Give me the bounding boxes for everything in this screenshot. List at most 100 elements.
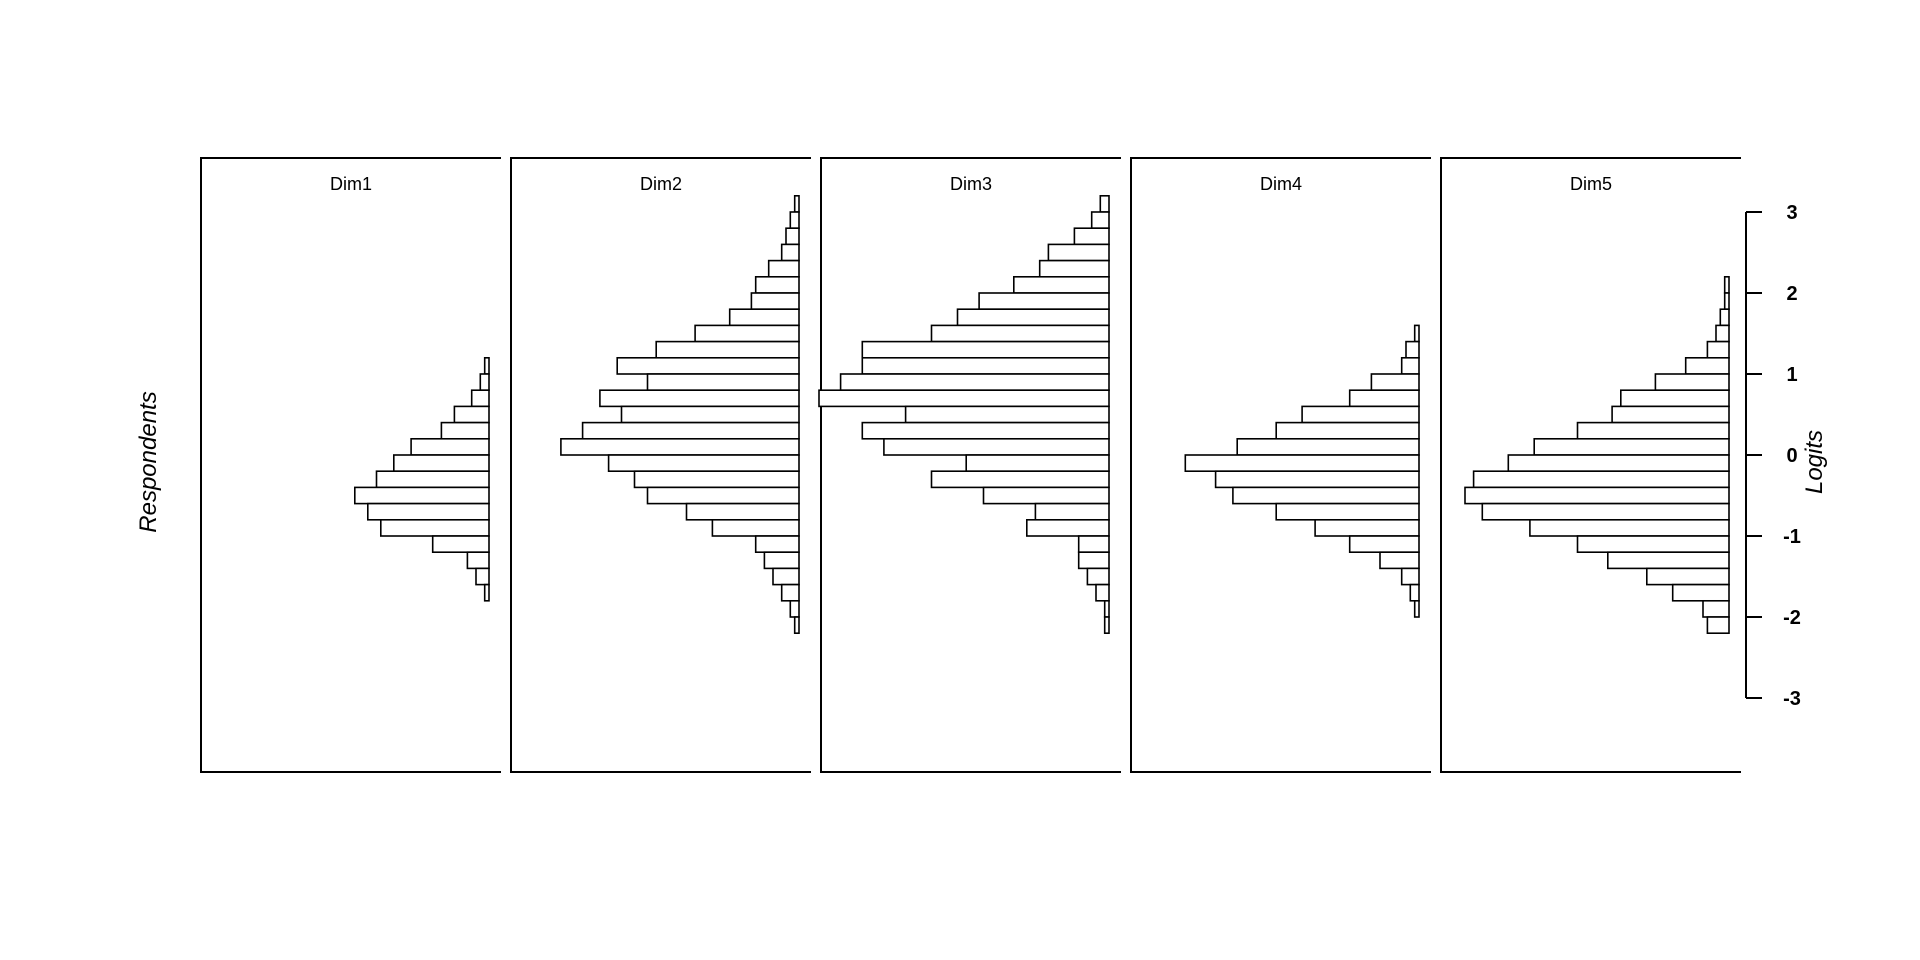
histogram-bar bbox=[754, 275, 800, 294]
histogram-bar bbox=[1034, 502, 1110, 521]
histogram-bar bbox=[1405, 340, 1420, 359]
histogram-bar bbox=[1719, 308, 1730, 327]
tick-label: 1 bbox=[1786, 364, 1797, 386]
histogram-bar bbox=[1576, 421, 1730, 440]
histogram-bar bbox=[646, 373, 800, 392]
histogram-bar bbox=[1232, 486, 1420, 505]
respondents-axis-title: Respondents bbox=[135, 391, 162, 532]
histogram-bar bbox=[793, 616, 800, 635]
histogram-bar bbox=[475, 567, 490, 586]
histogram-bar bbox=[861, 356, 1110, 375]
histogram-bar bbox=[1684, 356, 1730, 375]
histogram-bar bbox=[1702, 599, 1730, 618]
panel-dim2: Dim2 bbox=[510, 157, 811, 773]
histogram-bar bbox=[560, 437, 800, 456]
histogram-bar bbox=[772, 567, 800, 586]
histogram-bar bbox=[1086, 567, 1110, 586]
histogram-bar bbox=[453, 405, 490, 424]
histogram-bar bbox=[1370, 373, 1420, 392]
histogram-bar bbox=[1026, 518, 1110, 537]
panel-title: Dim2 bbox=[640, 174, 682, 194]
logits-axis-title: Logits bbox=[1801, 430, 1828, 494]
histogram-bar bbox=[375, 470, 490, 489]
histogram-bar bbox=[1012, 275, 1110, 294]
histogram-bar bbox=[1715, 324, 1730, 343]
histogram-bar bbox=[1576, 535, 1730, 554]
histogram-bar bbox=[978, 292, 1110, 311]
histogram-bar bbox=[607, 454, 800, 473]
tick-label: 3 bbox=[1786, 202, 1797, 224]
histogram-bar bbox=[763, 551, 800, 570]
histogram-bar bbox=[694, 324, 800, 343]
histogram-bar bbox=[1348, 535, 1420, 554]
histogram-bar bbox=[818, 389, 1110, 408]
histogram-bar bbox=[483, 356, 490, 375]
histogram-bar bbox=[1103, 599, 1110, 618]
histogram-bar bbox=[861, 340, 1110, 359]
histogram-bar bbox=[1472, 470, 1730, 489]
histogram-bar bbox=[466, 551, 490, 570]
histogram-bar bbox=[904, 405, 1110, 424]
panel-dim5: Dim5 bbox=[1440, 157, 1741, 773]
histogram-bar bbox=[1706, 340, 1730, 359]
tick-label: -3 bbox=[1783, 688, 1801, 710]
histogram-bar bbox=[711, 518, 800, 537]
histogram-bar bbox=[1400, 567, 1420, 586]
histogram-bar bbox=[470, 389, 490, 408]
histogram-bar bbox=[1706, 616, 1730, 635]
tick-label: -1 bbox=[1783, 526, 1801, 548]
histogram-bar bbox=[1099, 195, 1110, 213]
histogram-bar bbox=[767, 259, 800, 278]
histogram-bar bbox=[728, 308, 800, 327]
histogram-bar bbox=[839, 373, 1110, 392]
histogram-bar bbox=[1723, 292, 1730, 311]
histogram-bar bbox=[1077, 535, 1110, 554]
histogram-bar bbox=[1379, 551, 1420, 570]
histogram-bar bbox=[1314, 518, 1420, 537]
histogram-bar bbox=[1236, 437, 1420, 456]
histogram-bar bbox=[431, 535, 490, 554]
histogram-bar bbox=[780, 583, 800, 602]
histogram-bar bbox=[930, 324, 1110, 343]
histogram-bar bbox=[353, 486, 490, 505]
histogram-bar bbox=[1400, 356, 1420, 375]
histogram-bar bbox=[785, 227, 800, 246]
panel-frame bbox=[1440, 157, 1741, 773]
histogram-bar bbox=[780, 243, 800, 262]
histogram-bar bbox=[883, 437, 1110, 456]
histogram-bar bbox=[1507, 454, 1730, 473]
panel-dim1: Dim1 bbox=[200, 157, 501, 773]
tick-label: 2 bbox=[1786, 283, 1797, 305]
histogram-bar bbox=[646, 486, 800, 505]
tick-label: 0 bbox=[1786, 445, 1797, 467]
histogram-bar bbox=[1611, 405, 1730, 424]
histogram-bar bbox=[633, 470, 800, 489]
histogram-bar bbox=[379, 518, 490, 537]
histogram-bar bbox=[392, 454, 490, 473]
histogram-bar bbox=[1095, 583, 1110, 602]
panel-title: Dim1 bbox=[330, 174, 372, 194]
histogram-bar bbox=[479, 373, 490, 392]
histogram-bar bbox=[1301, 405, 1420, 424]
histogram-bar bbox=[1481, 502, 1730, 521]
histogram-bar bbox=[1723, 275, 1730, 294]
panels-group: Dim1 Dim2 Dim3 Dim4 Dim5 bbox=[200, 157, 1741, 773]
histogram-bar bbox=[410, 437, 490, 456]
histogram-bar bbox=[1275, 421, 1420, 440]
histogram-bar bbox=[1533, 437, 1730, 456]
histogram-bar bbox=[1620, 389, 1730, 408]
histogram-bar bbox=[655, 340, 800, 359]
histogram-bar bbox=[982, 486, 1110, 505]
tick-label: -2 bbox=[1783, 607, 1801, 629]
histogram-bar bbox=[861, 421, 1110, 440]
histogram-bar bbox=[620, 405, 800, 424]
histogram-bar bbox=[1671, 583, 1730, 602]
panel-dim4: Dim4 bbox=[1130, 157, 1431, 773]
histogram-bar bbox=[930, 470, 1110, 489]
panel-frame bbox=[510, 157, 811, 773]
histogram-bar bbox=[1529, 518, 1730, 537]
panel-frame bbox=[1130, 157, 1431, 773]
panel-frame bbox=[820, 157, 1121, 773]
histogram-bar bbox=[1184, 454, 1420, 473]
histogram-bar bbox=[1047, 243, 1110, 262]
